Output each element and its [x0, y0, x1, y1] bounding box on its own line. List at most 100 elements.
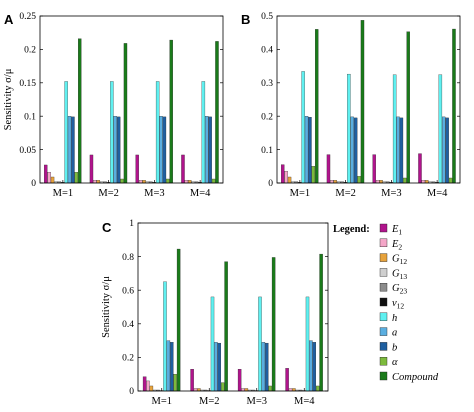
legend-label: E1 [391, 224, 402, 237]
bar-g12-m4 [188, 180, 192, 184]
bar-h-m1 [163, 281, 167, 392]
legend-label: a [392, 328, 397, 339]
legend-label: α [392, 357, 398, 368]
bar-a-m3 [261, 342, 266, 392]
x-category-label: M=3 [246, 396, 267, 407]
bar-compound-m3 [406, 31, 410, 184]
bar-a-m2 [113, 116, 117, 184]
bar-α-m2 [357, 176, 361, 184]
bar-e1-m4 [418, 153, 422, 184]
bar-h-m1 [301, 71, 305, 184]
bar-α-m1 [74, 172, 79, 184]
bar-e1-m3 [135, 154, 139, 184]
x-category-label: M=2 [199, 396, 220, 407]
bar-h-m4 [305, 296, 310, 392]
bar-h-m1 [64, 81, 68, 184]
bar-e2-m1 [47, 172, 51, 184]
y-tick-label: 0.25 [19, 12, 36, 22]
bar-e1-m3 [237, 369, 242, 392]
y-tick-label: 0.4 [122, 320, 134, 330]
bar-h-m2 [347, 73, 351, 184]
panel-letter: C [102, 220, 112, 235]
x-category-label: M=2 [335, 188, 356, 199]
bar-compound-m4 [319, 253, 323, 392]
y-tick-label: 0.3 [261, 79, 273, 89]
bar-g12-m1 [287, 176, 292, 184]
bar-α-m2 [120, 178, 124, 184]
bar-compound-m1 [78, 38, 82, 184]
bar-a-m2 [350, 116, 354, 184]
bar-b-m4 [312, 342, 316, 392]
bar-b-m3 [399, 117, 404, 184]
plot-frame [39, 15, 224, 184]
bar-α-m1 [173, 374, 177, 392]
bar-a-m4 [205, 116, 209, 184]
bar-a-m4 [442, 116, 446, 184]
legend-title: Legend: [333, 224, 370, 235]
x-category-label: M=1 [151, 396, 172, 407]
bar-e2-m2 [330, 180, 334, 184]
bar-α-m1 [311, 166, 316, 184]
bar-b-m2 [217, 342, 221, 392]
bar-compound-m4 [452, 28, 456, 184]
bar-a-m3 [159, 116, 163, 184]
bar-b-m3 [265, 342, 269, 392]
bar-b-m1 [170, 342, 174, 392]
chart-panel-b: B 0 0.1 0.2 0.3 0.4 0.5 M=1 M=2 M=3 M=4 [241, 12, 461, 199]
legend-swatch-5 [379, 297, 388, 307]
y-tick-label: 0 [129, 387, 134, 397]
bar-b-m3 [162, 116, 167, 184]
bar-h-m3 [392, 74, 397, 184]
bar-compound-m4 [215, 41, 219, 184]
bar-g12-m3 [379, 180, 383, 184]
bar-h-m2 [110, 81, 114, 184]
x-category-label: M=3 [144, 188, 165, 199]
legend-swatch-2 [379, 253, 388, 262]
y-tick-label: 0.05 [19, 146, 36, 156]
bar-e2-m1 [284, 171, 288, 184]
bar-e1-m1 [281, 164, 285, 184]
y-tick-label: 0 [31, 179, 36, 189]
bar-g12-m1 [149, 385, 154, 392]
bar-α-m4 [315, 385, 320, 392]
y-tick-label: 1 [129, 219, 134, 229]
bar-h-m3 [258, 296, 262, 392]
legend-swatch-3 [379, 268, 388, 277]
legend-swatch-4 [379, 283, 388, 292]
bar-e1-m1 [44, 164, 48, 184]
bar-e2-m4 [184, 180, 189, 184]
bar-α-m3 [403, 177, 407, 184]
bar-g12-m2 [333, 180, 337, 184]
bar-g12-m1 [50, 176, 55, 184]
chart-panel-c: C 0 0.2 0.4 0.6 0.8 1 M=1 M=2 M=3 M=4 Sensitivity σ… [101, 219, 329, 407]
bar-h-m3 [155, 81, 160, 184]
bar-g12-m3 [142, 180, 146, 184]
bar-b-m4 [445, 117, 449, 184]
legend-swatch-0 [379, 223, 388, 233]
bar-e2-m1 [146, 380, 150, 392]
y-axis-label: Sensitivity σ/μ [3, 68, 14, 130]
bar-compound-m2 [360, 20, 365, 184]
bar-a-m1 [166, 340, 171, 392]
legend-swatch-1 [379, 238, 388, 248]
bar-h-m4 [438, 74, 443, 184]
bar-g12-m4 [425, 180, 429, 184]
x-category-label: M=1 [290, 188, 311, 199]
y-tick-label: 0.15 [19, 79, 36, 89]
bar-e1-m1 [142, 376, 147, 392]
legend-label: G23 [392, 283, 407, 296]
y-tick-label: 0.5 [261, 12, 273, 22]
bar-b-m1 [71, 116, 75, 184]
bar-e1-m2 [326, 154, 331, 184]
bar-α-m3 [166, 178, 170, 184]
y-tick-label: 0 [268, 179, 273, 189]
legend-swatch-10 [379, 371, 388, 381]
legend-swatch-6 [379, 312, 388, 321]
bar-e1-m3 [372, 154, 376, 184]
chart-panel-a: A 0 0.05 0.1 0.15 0.2 0.25 M=1 M=2 M=3 M=4 Sensitiv… [3, 12, 224, 199]
y-axis-label: Sensitivity σ/μ [101, 276, 112, 338]
legend-swatch-7 [379, 327, 388, 336]
bar-e1-m4 [285, 368, 289, 392]
y-tick-label: 0.2 [122, 354, 134, 364]
x-category-label: M=4 [190, 188, 211, 199]
